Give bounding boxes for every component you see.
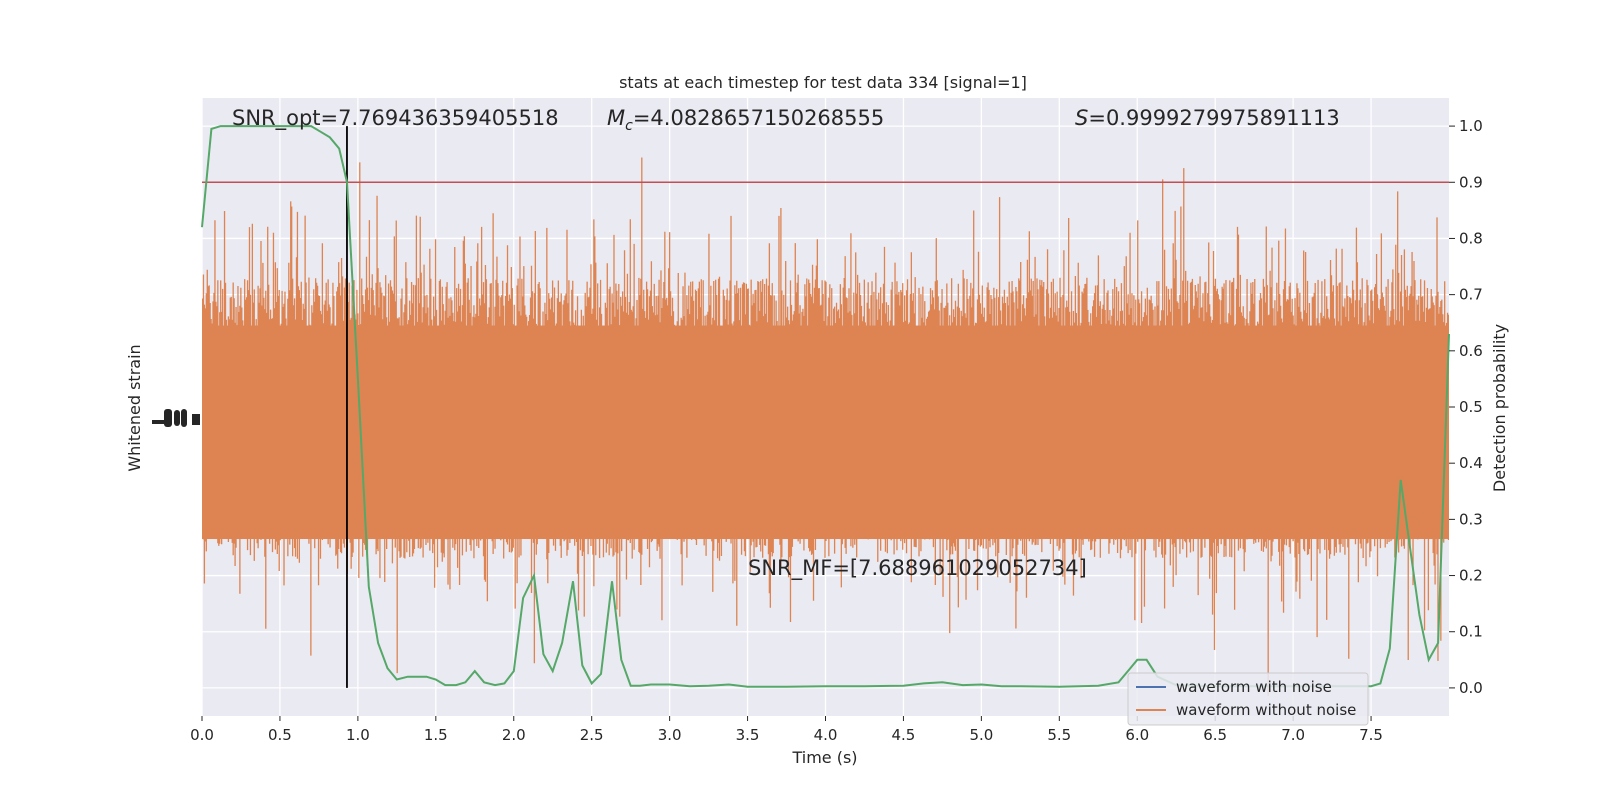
legend-label-without-noise: waveform without noise (1176, 701, 1356, 719)
y-tick-label: 0.3 (1459, 510, 1483, 528)
snr-mf-annotation: SNR_MF=[7.688961029052734] (748, 556, 1087, 581)
legend: waveform with noise waveform without noi… (1127, 672, 1369, 726)
chart-title: stats at each timestep for test data 334… (619, 73, 1027, 92)
x-tick-label: 4.0 (814, 726, 838, 744)
y-tick-label: 0.1 (1459, 623, 1483, 641)
x-axis-ticks: 0.0 0.5 1.0 1.5 2.0 2.5 3.0 3.5 4.0 4.5 5.0 5.5 6.0 6… (190, 716, 1383, 744)
x-tick-label: 3.5 (736, 726, 760, 744)
y-tick-label: 0.8 (1459, 229, 1483, 247)
x-tick-label: 7.5 (1359, 726, 1383, 744)
x-tick-label: 0.0 (190, 726, 214, 744)
chirp-mass-annotation: Mc=4.0828657150268555 (607, 106, 884, 134)
x-tick-label: 4.5 (892, 726, 916, 744)
x-tick-label: 1.5 (424, 726, 448, 744)
legend-label-with-noise: waveform with noise (1176, 678, 1332, 696)
y-tick-label: 0.4 (1459, 454, 1483, 472)
x-tick-label: 2.0 (502, 726, 526, 744)
x-tick-label: 3.0 (658, 726, 682, 744)
x-tick-label: 6.5 (1203, 726, 1227, 744)
x-axis-label: Time (s) (791, 748, 857, 767)
x-tick-label: 2.5 (580, 726, 604, 744)
x-tick-label: 5.0 (969, 726, 993, 744)
whitened-strain-series (202, 157, 1449, 696)
x-tick-label: 1.0 (346, 726, 370, 744)
left-y-axis-label: Whitened strain (125, 344, 144, 471)
y-tick-label: 0.6 (1459, 342, 1483, 360)
right-y-axis-ticks: 0.0 0.1 0.2 0.3 0.4 0.5 0.6 0.7 0.8 0.9 1.0 (1449, 117, 1483, 697)
y-tick-label: 0.0 (1459, 679, 1483, 697)
snr-opt-annotation: SNR_opt=7.769436359405518 (232, 106, 559, 131)
right-y-axis-label: Detection probability (1490, 324, 1509, 492)
y-tick-label: 0.2 (1459, 567, 1483, 585)
x-tick-label: 0.5 (268, 726, 292, 744)
y-tick-label: 0.9 (1459, 173, 1483, 191)
strain-core-band (202, 325, 1449, 540)
y-tick-label: 1.0 (1459, 117, 1483, 135)
legend-box (1127, 672, 1369, 726)
y-tick-label: 0.7 (1459, 286, 1483, 304)
left-axis-cluttered-labels (152, 409, 200, 427)
x-tick-label: 5.5 (1047, 726, 1071, 744)
x-tick-label: 7.0 (1281, 726, 1305, 744)
x-tick-label: 6.0 (1125, 726, 1149, 744)
y-tick-label: 0.5 (1459, 398, 1483, 416)
significance-annotation: S=0.9999279975891113 (1075, 106, 1340, 130)
